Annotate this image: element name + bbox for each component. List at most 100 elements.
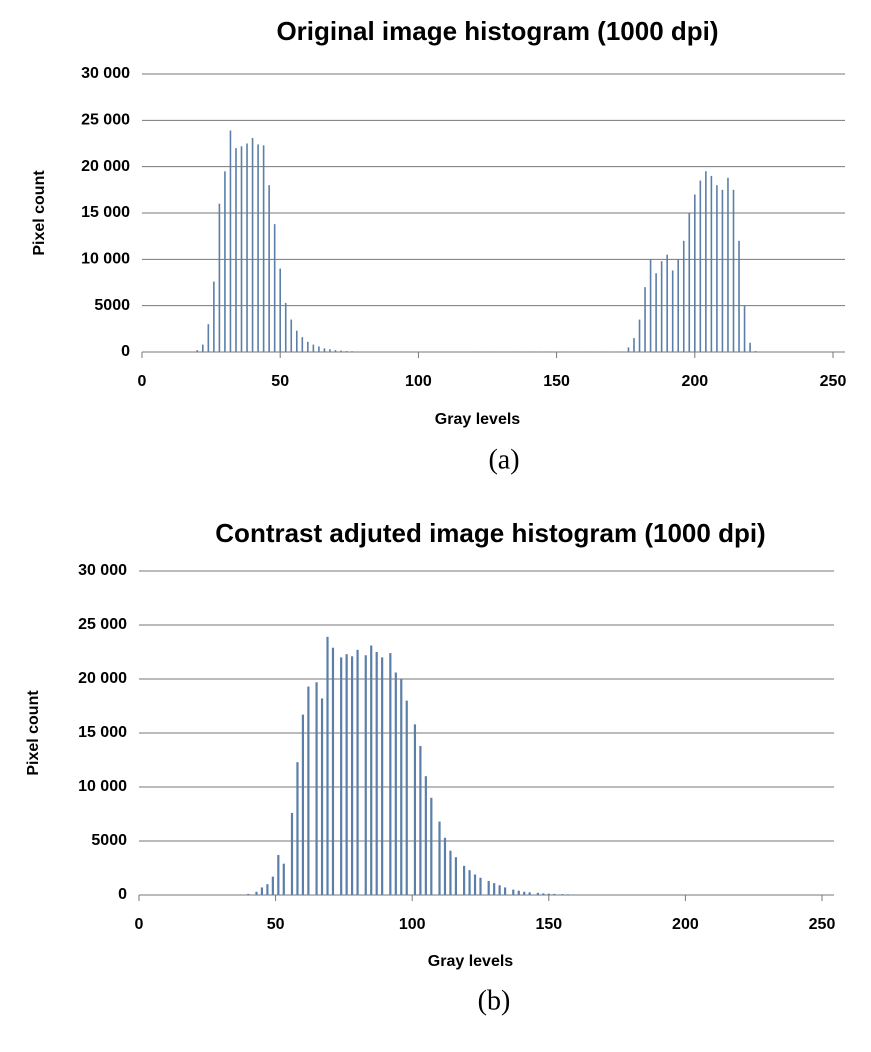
bar: [251, 137, 254, 352]
y-axis-label: Pixel count: [25, 690, 42, 776]
y-tick-label: 10 000: [81, 251, 130, 268]
x-tick-label: 200: [681, 373, 708, 390]
chart-title: Original image histogram (1000 dpi): [276, 16, 718, 46]
bar: [566, 351, 569, 352]
bar: [512, 889, 515, 895]
bar: [271, 876, 274, 895]
bar: [588, 351, 591, 352]
bar: [493, 883, 496, 895]
bar: [542, 893, 545, 895]
bar: [255, 891, 258, 895]
bar: [472, 351, 475, 352]
bar: [262, 145, 265, 352]
bar: [320, 698, 324, 895]
bar: [323, 348, 326, 352]
bar: [544, 351, 547, 352]
bar: [229, 130, 232, 352]
bar: [550, 351, 552, 352]
bar: [326, 636, 329, 895]
bar: [503, 887, 507, 895]
bar: [511, 351, 514, 352]
bar: [561, 894, 564, 895]
bar: [405, 700, 408, 895]
y-tick-label: 25 000: [81, 112, 130, 129]
bar: [312, 344, 315, 352]
bar: [705, 171, 707, 352]
bar: [517, 890, 520, 895]
x-axis-label: Gray levels: [435, 411, 521, 428]
x-tick-label: 0: [138, 373, 147, 390]
y-tick-label: 5000: [91, 832, 127, 849]
chart-title: Contrast adjuted image histogram (1000 d…: [215, 518, 765, 548]
bar: [522, 351, 525, 352]
bar: [694, 194, 696, 352]
bar: [318, 346, 320, 352]
bar: [375, 652, 378, 895]
y-tick-label: 15 000: [78, 724, 127, 741]
bar: [660, 261, 663, 352]
bar: [277, 855, 280, 895]
bar: [331, 647, 335, 895]
y-tick-label: 15 000: [81, 204, 130, 221]
y-axis-label: Pixel count: [31, 170, 48, 256]
bar: [463, 865, 466, 895]
y-tick-label: 25 000: [78, 616, 127, 633]
bar: [213, 281, 215, 352]
x-tick-label: 200: [672, 916, 699, 933]
bar: [268, 185, 270, 352]
y-tick-label: 30 000: [81, 65, 130, 82]
x-tick-label: 50: [271, 373, 289, 390]
bar: [533, 351, 536, 352]
x-tick-label: 250: [820, 373, 847, 390]
x-tick-label: 250: [809, 916, 836, 933]
bar: [282, 863, 285, 895]
bar: [577, 351, 580, 352]
bar: [381, 657, 384, 895]
y-tick-label: 10 000: [78, 778, 127, 795]
bar: [611, 351, 613, 352]
y-tick-label: 30 000: [78, 562, 127, 579]
bar: [260, 887, 264, 895]
bar: [329, 349, 331, 352]
bar: [389, 653, 392, 895]
bar: [296, 762, 299, 895]
bar: [754, 351, 757, 352]
bar: [315, 682, 318, 895]
bar: [478, 351, 481, 352]
bar: [743, 305, 746, 352]
bar: [517, 351, 519, 352]
x-tick-label: 100: [405, 373, 432, 390]
bar: [394, 672, 397, 895]
bar: [273, 224, 276, 352]
bar: [749, 342, 751, 352]
bar: [539, 351, 541, 352]
bar: [468, 870, 471, 895]
bar: [356, 649, 359, 895]
bar: [638, 319, 641, 352]
bar: [340, 350, 342, 352]
bar: [218, 203, 221, 352]
bar: [494, 351, 497, 352]
bar: [400, 679, 403, 895]
bar: [301, 714, 305, 895]
bar: [483, 351, 486, 352]
bar: [430, 797, 433, 895]
bar: [290, 319, 293, 352]
x-tick-label: 150: [535, 916, 562, 933]
bar: [721, 189, 724, 352]
caption: (b): [478, 985, 511, 1016]
bar: [738, 240, 740, 352]
bar: [345, 351, 348, 352]
bar: [424, 776, 427, 895]
bar: [284, 302, 287, 352]
bar: [605, 351, 608, 352]
bar: [594, 351, 597, 352]
bar: [301, 337, 304, 352]
bar: [247, 893, 250, 895]
x-axis-label: Gray levels: [428, 953, 514, 970]
bar: [655, 273, 657, 352]
bar: [688, 213, 691, 352]
bar: [682, 240, 685, 352]
bar: [370, 645, 373, 895]
bar: [413, 724, 417, 895]
